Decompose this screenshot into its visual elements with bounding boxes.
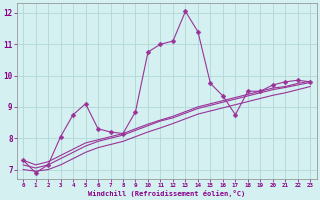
X-axis label: Windchill (Refroidissement éolien,°C): Windchill (Refroidissement éolien,°C) <box>88 190 245 197</box>
